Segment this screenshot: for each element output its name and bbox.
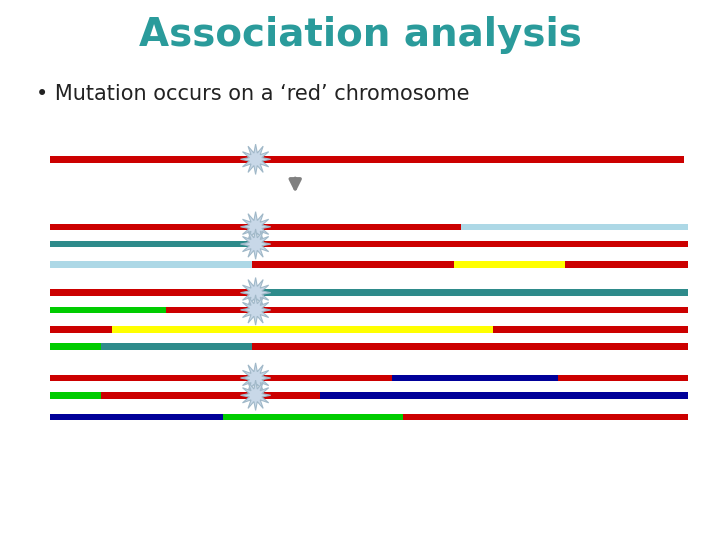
Bar [454, 261, 565, 268]
Bar [252, 343, 688, 350]
Bar [320, 392, 688, 399]
Bar [50, 224, 256, 230]
Polygon shape [240, 212, 271, 242]
Bar [112, 326, 493, 333]
Bar [461, 224, 688, 230]
Bar [166, 307, 256, 313]
Bar [256, 307, 688, 313]
Text: • Mutation occurs on a ‘red’ chromosome: • Mutation occurs on a ‘red’ chromosome [36, 84, 469, 104]
Polygon shape [240, 278, 271, 308]
Bar [101, 343, 252, 350]
Bar [565, 261, 688, 268]
Polygon shape [240, 380, 271, 410]
Bar [50, 414, 223, 420]
Bar [576, 375, 688, 381]
Bar [50, 261, 252, 268]
Polygon shape [240, 295, 271, 325]
Text: Association analysis: Association analysis [138, 16, 582, 54]
Bar [50, 326, 112, 333]
Bar [252, 261, 454, 268]
Bar [50, 343, 101, 350]
Bar [50, 307, 166, 313]
Bar [558, 375, 576, 381]
Bar [256, 241, 688, 247]
Bar [403, 414, 688, 420]
Bar [50, 289, 256, 296]
Polygon shape [240, 144, 271, 174]
Bar [256, 289, 688, 296]
Bar [50, 156, 684, 163]
Polygon shape [240, 363, 271, 393]
Bar [493, 326, 688, 333]
Bar [50, 241, 256, 247]
Bar [50, 375, 256, 381]
Bar [256, 392, 320, 399]
Bar [256, 224, 461, 230]
Bar [101, 392, 256, 399]
Bar [256, 375, 392, 381]
Polygon shape [240, 229, 271, 259]
Bar [50, 392, 101, 399]
Bar [392, 375, 558, 381]
Bar [223, 414, 403, 420]
